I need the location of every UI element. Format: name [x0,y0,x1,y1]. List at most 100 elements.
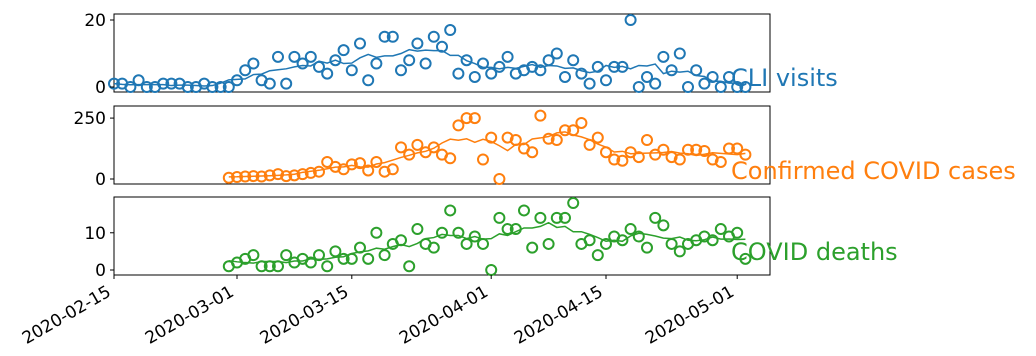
data-point [181,81,194,93]
data-point [690,64,703,77]
data-point [231,171,243,184]
x-tick-label: 2020-03-15 [257,282,353,349]
data-point [600,74,612,87]
x-tick-label: 2020-05-01 [642,282,738,349]
data-point [706,153,719,166]
data-point [419,57,432,70]
data-point [714,155,727,168]
data-point [296,57,309,70]
data-point [222,81,235,93]
data-point [682,143,694,156]
data-point [280,249,293,262]
y-tick-label: 0 [95,170,106,190]
data-point [673,47,686,60]
data-point [534,109,547,122]
data-point [616,60,629,73]
data-point [345,252,358,265]
data-point [485,264,498,276]
series-confirmed-cases [222,109,752,185]
data-point [542,132,555,145]
data-point [731,142,744,155]
data-point [698,77,711,90]
x-axis: 2020-02-15 2020-03-01 2020-03-15 2020-04-01… [19,275,738,349]
panel-confirmed-cases: 0 250 Confirmed COVID cases [74,105,1016,190]
data-point [559,124,571,137]
data-point [288,169,301,182]
data-point [501,50,514,63]
data-point [632,81,645,93]
data-point [575,67,588,80]
data-point [329,245,342,258]
data-point [550,47,563,60]
series-covid-deaths [222,197,752,276]
data-point [657,143,670,156]
data-point [673,153,686,166]
data-point [427,141,440,154]
data-point [403,260,416,273]
data-point [140,81,153,93]
data-point [460,54,473,67]
data-point [255,260,268,273]
y-axis-confirmed-cases: 0 250 [74,109,114,190]
data-point [337,44,350,57]
data-point [313,60,325,73]
data-point [444,152,457,165]
data-point [624,223,637,236]
data-point [641,134,653,147]
data-point [591,249,604,262]
data-point [263,260,276,273]
data-point [559,211,571,224]
data-point [583,234,596,247]
data-point [239,64,252,77]
data-point [723,70,735,83]
data-point [403,148,416,161]
data-point [739,148,752,161]
series-label-cli-visits: CLI visits [731,64,838,92]
data-point [231,74,243,87]
data-point [624,14,637,26]
data-point [641,70,653,83]
data-point [550,211,563,224]
data-point [427,30,440,43]
data-point [616,154,629,167]
x-tick-label: 2020-04-15 [511,282,607,349]
data-point [493,60,506,73]
data-point [485,131,498,144]
y-tick-label: 20 [84,11,106,31]
data-point [559,70,571,83]
data-point [477,153,489,166]
data-point [682,81,694,93]
data-point [509,223,522,236]
data-point [370,57,383,70]
data-point [411,138,424,151]
y-tick-label: 0 [95,261,106,281]
data-point [583,77,596,90]
data-point [706,234,719,247]
data-point [329,160,342,173]
data-point [378,165,391,178]
data-point [452,226,465,239]
series-label-confirmed-cases: Confirmed COVID cases [731,157,1016,185]
data-point [247,170,260,183]
data-point [632,151,645,164]
data-point [378,30,391,43]
data-point [444,24,457,37]
axes-frame [113,196,771,276]
data-point [214,81,227,93]
data-point [526,146,539,159]
data-point [370,155,383,168]
data-point [739,252,752,265]
data-point [509,134,522,147]
data-point [641,241,653,254]
data-point [723,142,735,155]
data-point [329,54,342,67]
data-point [477,57,489,70]
data-point [567,124,580,137]
data-point [673,245,686,258]
data-point [493,211,506,224]
data-point [362,164,375,177]
data-point [272,168,284,181]
data-point [501,131,514,144]
data-point [550,134,563,147]
